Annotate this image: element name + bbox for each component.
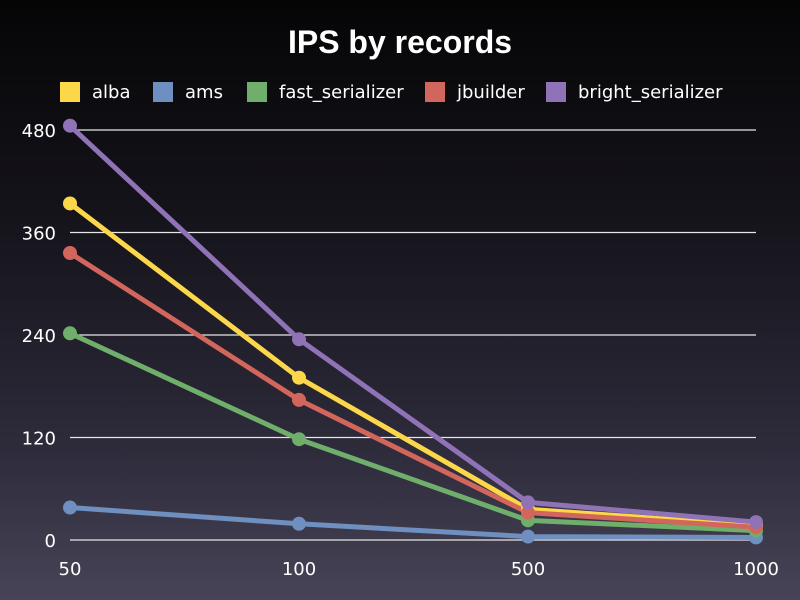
legend-swatch <box>153 82 173 102</box>
series-points <box>63 118 763 545</box>
data-point-bright_serializer-1000 <box>749 515 763 530</box>
series-lines <box>67 123 759 540</box>
data-point-bright_serializer-50 <box>63 118 77 133</box>
data-point-jbuilder-500 <box>521 505 535 520</box>
data-point-alba-50 <box>63 196 77 211</box>
legend-label: alba <box>92 82 131 103</box>
data-point-ams-50 <box>63 500 77 515</box>
legend-swatch <box>425 82 445 102</box>
legend-swatch <box>60 82 80 102</box>
data-point-bright_serializer-500 <box>521 495 535 510</box>
legend-label: fast_serializer <box>279 82 404 103</box>
data-point-fast_serializer-100 <box>292 432 306 447</box>
data-point-fast_serializer-50 <box>63 326 77 341</box>
y-tick-label: 120 <box>22 429 56 450</box>
x-axis: 50 100 500 1000 <box>59 559 779 580</box>
series-line-jbuilder <box>67 250 759 530</box>
y-tick-label: 240 <box>22 326 56 347</box>
series-line-fast_serializer <box>67 330 759 534</box>
y-tick-label: 480 <box>22 121 56 142</box>
legend-label: jbuilder <box>456 82 525 103</box>
x-tick-label: 100 <box>282 559 316 580</box>
data-point-jbuilder-100 <box>292 392 306 407</box>
series-line-ams <box>67 505 759 540</box>
legend-item-fast_serializer: fast_serializer <box>247 82 404 103</box>
data-point-alba-100 <box>292 370 306 385</box>
x-tick-label: 50 <box>59 559 82 580</box>
legend-label: bright_serializer <box>578 82 723 103</box>
data-point-ams-100 <box>292 516 306 531</box>
x-tick-label: 1000 <box>733 559 779 580</box>
legend-item-jbuilder: jbuilder <box>425 82 525 103</box>
legend-item-alba: alba <box>60 82 131 103</box>
legend-swatch <box>247 82 267 102</box>
legend-item-bright_serializer: bright_serializer <box>546 82 723 103</box>
y-tick-label: 360 <box>22 224 56 245</box>
x-tick-label: 500 <box>511 559 545 580</box>
data-point-bright_serializer-100 <box>292 332 306 347</box>
y-tick-label: 0 <box>45 531 56 552</box>
legend-swatch <box>546 82 566 102</box>
y-axis: 0 120 240 360 480 <box>22 121 56 552</box>
legend-label: ams <box>185 82 223 103</box>
data-point-ams-500 <box>521 529 535 544</box>
legend: alba ams fast_serializer jbuilder bright_ser… <box>60 82 723 103</box>
series-line-alba <box>67 200 759 528</box>
legend-item-ams: ams <box>153 82 223 103</box>
chart-title: IPS by records <box>288 24 512 60</box>
data-point-jbuilder-50 <box>63 246 77 260</box>
series-line-bright_serializer <box>67 123 759 525</box>
